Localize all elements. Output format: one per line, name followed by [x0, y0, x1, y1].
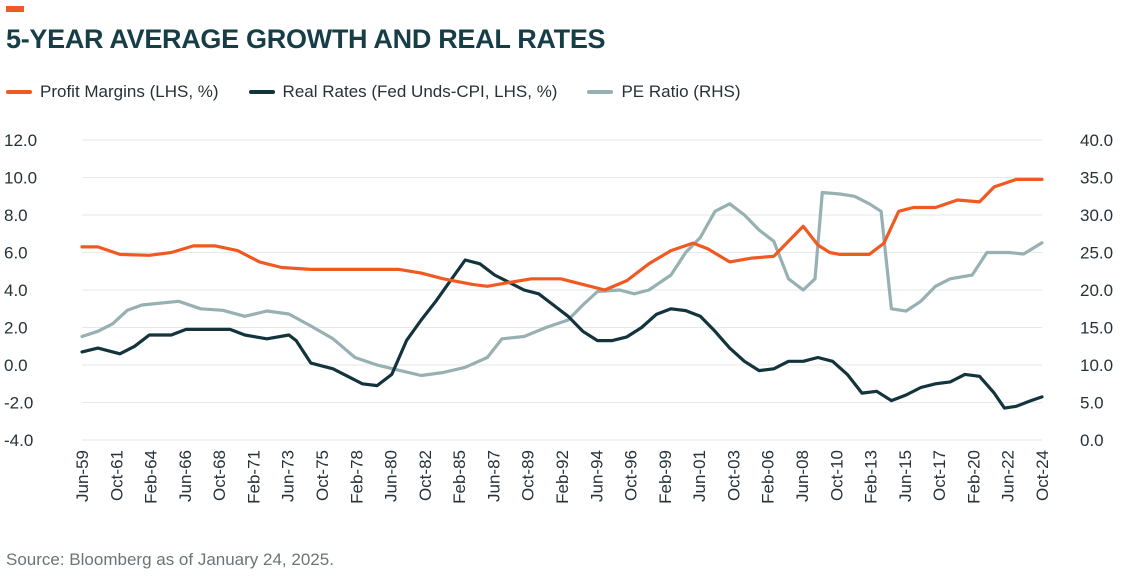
- x-axis-tick-label: Jun-15: [896, 450, 915, 502]
- x-axis-tick-label: Feb-06: [759, 450, 778, 504]
- left-axis-tick-label: 10.0: [4, 169, 37, 188]
- line-chart: 12.0 10.0 8.0 6.0 4.0 2.0 0.0 -2.0 -4.0 40.0 35.0 3…: [4, 131, 1113, 504]
- series-line-real-rates: [80, 258, 1044, 410]
- legend-label-real-rates: Real Rates (Fed Unds-CPI, LHS, %): [282, 82, 558, 101]
- x-axis-tick-label: Jun-08: [793, 450, 812, 502]
- x-axis-tick-label: Oct-03: [724, 450, 743, 501]
- series-line-profit-margins: [80, 177, 1044, 292]
- chart-title: 5-YEAR AVERAGE GROWTH AND REAL RATES: [6, 24, 606, 54]
- x-axis-tick-label: Oct-89: [519, 450, 538, 501]
- legend-swatch-real-rates: [248, 90, 275, 94]
- x-axis-tick-label: Jun-22: [999, 450, 1018, 502]
- x-axis-tick-label: Jun-87: [484, 450, 503, 502]
- right-axis-tick-label: 0.0: [1080, 431, 1104, 450]
- right-axis-tick-label: 20.0: [1080, 281, 1113, 300]
- right-axis-tick-label: 35.0: [1080, 169, 1113, 188]
- right-axis-tick-label: 40.0: [1080, 131, 1113, 150]
- legend-item-pe-ratio: PE Ratio (RHS): [587, 82, 741, 102]
- left-axis-tick-label: 8.0: [4, 206, 28, 225]
- left-axis-tick-label: 12.0: [4, 131, 37, 150]
- x-axis-tick-label: Jun-94: [587, 450, 606, 502]
- series-line-pe-ratio: [80, 190, 1044, 378]
- left-axis-tick-label: -2.0: [4, 394, 33, 413]
- x-axis-tick-label: Oct-17: [930, 450, 949, 501]
- x-axis-tick-label: Feb-71: [244, 450, 263, 504]
- right-axis-tick-label: 30.0: [1080, 206, 1113, 225]
- x-axis-tick-label: Feb-64: [142, 450, 161, 504]
- x-axis-tick-label: Oct-61: [107, 450, 126, 501]
- x-axis-tick-label: Jun-73: [279, 450, 298, 502]
- legend-item-profit-margins: Profit Margins (LHS, %): [6, 82, 219, 102]
- x-axis-tick-label: Oct-82: [416, 450, 435, 501]
- x-axis-tick-label: Jun-01: [690, 450, 709, 502]
- legend-swatch-pe-ratio: [587, 90, 614, 94]
- legend-label-pe-ratio: PE Ratio (RHS): [621, 82, 741, 101]
- right-axis-tick-label: 10.0: [1080, 356, 1113, 375]
- left-axis-tick-label: 2.0: [4, 319, 28, 338]
- x-axis-tick-label: Jun-59: [73, 450, 92, 502]
- source-note: Source: Bloomberg as of January 24, 2025…: [6, 550, 334, 569]
- right-axis-tick-label: 25.0: [1080, 244, 1113, 263]
- x-axis-tick-label: Feb-13: [862, 450, 881, 504]
- legend: Profit Margins (LHS, %) Real Rates (Fed …: [6, 80, 771, 104]
- x-axis-tick-label: Feb-78: [347, 450, 366, 504]
- legend-label-profit-margins: Profit Margins (LHS, %): [40, 82, 219, 101]
- left-axis-tick-label: -4.0: [4, 431, 33, 450]
- x-axis-tick-label: Oct-24: [1033, 450, 1052, 501]
- x-axis-tick-label: Feb-92: [553, 450, 572, 504]
- x-axis-tick-label: Oct-68: [210, 450, 229, 501]
- x-axis-tick-label: Feb-20: [964, 450, 983, 504]
- left-axis-tick-label: 4.0: [4, 281, 28, 300]
- x-axis-tick-label: Oct-10: [827, 450, 846, 501]
- x-axis-tick-label: Oct-75: [313, 450, 332, 501]
- left-axis-tick-label: 0.0: [4, 356, 28, 375]
- left-axis-tick-label: 6.0: [4, 244, 28, 263]
- legend-swatch-profit-margins: [6, 90, 32, 94]
- x-axis-tick-label: Feb-85: [450, 450, 469, 504]
- legend-item-real-rates: Real Rates (Fed Unds-CPI, LHS, %): [248, 82, 558, 102]
- x-axis-tick-label: Jun-66: [176, 450, 195, 502]
- right-axis-tick-label: 5.0: [1080, 394, 1104, 413]
- x-axis-tick-label: Jun-80: [382, 450, 401, 502]
- x-axis-tick-label: Oct-96: [622, 450, 641, 501]
- x-axis-tick-label: Feb-99: [656, 450, 675, 504]
- title-accent-bar: [6, 6, 24, 12]
- right-axis-tick-label: 15.0: [1080, 319, 1113, 338]
